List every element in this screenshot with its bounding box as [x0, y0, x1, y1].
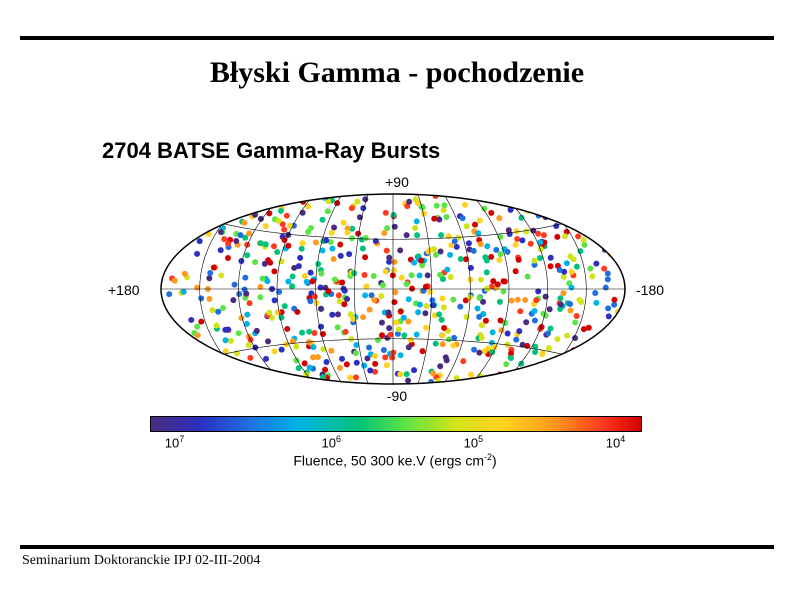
colorbar: 107 106 105 104 Fluence, 50 300 ke.V (ergs … — [150, 416, 640, 469]
figure-heading: 2704 BATSE Gamma-Ray Bursts — [102, 138, 440, 164]
colorbar-tick: 107 — [165, 434, 184, 450]
lat-label-bottom: -90 — [387, 388, 407, 404]
colorbar-label: Fluence, 50 300 ke.V (ergs cm-2) — [150, 452, 640, 469]
slide: Błyski Gamma - pochodzenie 2704 BATSE Ga… — [0, 0, 794, 595]
colorbar-gradient — [150, 416, 642, 432]
colorbar-label-exp: -2 — [484, 452, 492, 462]
sky-svg — [158, 192, 628, 387]
lon-label-right: -180 — [636, 282, 664, 298]
slide-title: Błyski Gamma - pochodzenie — [0, 56, 794, 90]
lat-label-top: +90 — [385, 174, 409, 190]
colorbar-tick: 104 — [606, 434, 625, 450]
colorbar-tick: 106 — [322, 434, 341, 450]
colorbar-ticks: 107 106 105 104 — [150, 432, 640, 450]
lon-label-left: +180 — [108, 282, 140, 298]
footer-text: Seminarium Doktoranckie IPJ 02-III-2004 — [22, 553, 260, 569]
rule-bottom — [20, 545, 774, 549]
sky-map — [158, 192, 628, 387]
rule-top — [20, 36, 774, 40]
colorbar-tick: 105 — [464, 434, 483, 450]
colorbar-label-suffix: ) — [492, 453, 497, 469]
colorbar-label-prefix: Fluence, 50 300 ke.V (ergs cm — [293, 453, 484, 469]
